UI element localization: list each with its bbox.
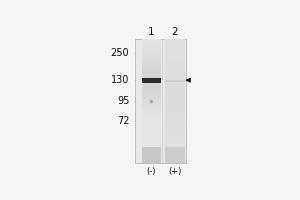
Bar (142, 46, 161, 49)
Bar (142, 78, 161, 83)
Bar (142, 98, 161, 101)
Bar (165, 101, 184, 104)
Bar (165, 160, 184, 163)
Bar (142, 110, 161, 113)
Bar (165, 126, 184, 129)
Bar (165, 46, 184, 49)
Bar (142, 135, 161, 138)
Bar (165, 135, 184, 138)
Bar (142, 58, 161, 61)
Bar (165, 42, 184, 46)
Bar (165, 76, 184, 79)
Bar (142, 113, 161, 116)
Bar (142, 49, 161, 52)
Bar (142, 64, 161, 67)
Bar (142, 89, 161, 92)
Bar (165, 86, 184, 89)
Bar (142, 73, 161, 76)
Bar (165, 104, 184, 107)
Text: 95: 95 (117, 96, 129, 106)
Bar (165, 52, 184, 55)
Bar (142, 123, 161, 126)
Bar (142, 141, 161, 144)
Bar (142, 86, 161, 89)
Bar (165, 153, 184, 156)
Bar (165, 58, 184, 61)
Bar (135, 39, 186, 163)
Bar (142, 55, 161, 58)
Bar (142, 42, 161, 46)
Text: 1: 1 (148, 27, 155, 37)
Bar (165, 110, 184, 113)
Bar (165, 95, 184, 98)
Bar (142, 95, 161, 98)
Bar (165, 138, 184, 141)
Bar (142, 153, 161, 156)
Bar (165, 141, 184, 144)
Bar (165, 144, 184, 147)
Bar (165, 83, 184, 86)
Bar (142, 160, 161, 163)
Bar (165, 70, 184, 73)
Bar (165, 113, 184, 116)
Bar (165, 67, 184, 70)
Text: (+): (+) (168, 167, 182, 176)
Bar (165, 156, 184, 160)
Bar (165, 39, 184, 42)
Bar (142, 76, 161, 79)
Bar (165, 123, 184, 126)
Bar (165, 55, 184, 58)
Text: 2: 2 (171, 27, 178, 37)
Bar (142, 150, 161, 153)
Bar (165, 150, 184, 153)
Bar (165, 64, 184, 67)
Bar (165, 98, 184, 101)
Bar (165, 79, 184, 83)
Bar (142, 119, 161, 123)
Bar (142, 70, 161, 73)
Bar (165, 92, 184, 95)
Bar (142, 126, 161, 129)
Bar (142, 156, 161, 160)
Bar (142, 67, 161, 70)
Bar (165, 61, 184, 64)
Bar (142, 132, 161, 135)
Bar (142, 39, 161, 42)
Bar (142, 104, 161, 107)
Bar (142, 101, 161, 104)
Bar (142, 129, 161, 132)
Bar (165, 80, 184, 82)
Bar (142, 138, 161, 141)
Bar (142, 83, 161, 86)
Text: 72: 72 (117, 116, 129, 126)
Bar (165, 89, 184, 92)
Bar (165, 107, 184, 110)
Bar (142, 61, 161, 64)
Bar (142, 147, 161, 150)
Bar (142, 116, 161, 119)
Bar (142, 107, 161, 110)
Bar (165, 119, 184, 123)
Bar (142, 92, 161, 95)
Text: (-): (-) (147, 167, 156, 176)
Bar (142, 144, 161, 147)
Bar (142, 79, 161, 83)
Bar (165, 147, 184, 150)
Bar (165, 73, 184, 76)
Bar (142, 39, 161, 163)
Bar (165, 49, 184, 52)
Text: 250: 250 (111, 48, 129, 58)
Bar (165, 132, 184, 135)
Bar (165, 129, 184, 132)
Bar (142, 52, 161, 55)
Bar (165, 39, 184, 163)
Text: 130: 130 (111, 75, 129, 85)
Bar (165, 116, 184, 119)
